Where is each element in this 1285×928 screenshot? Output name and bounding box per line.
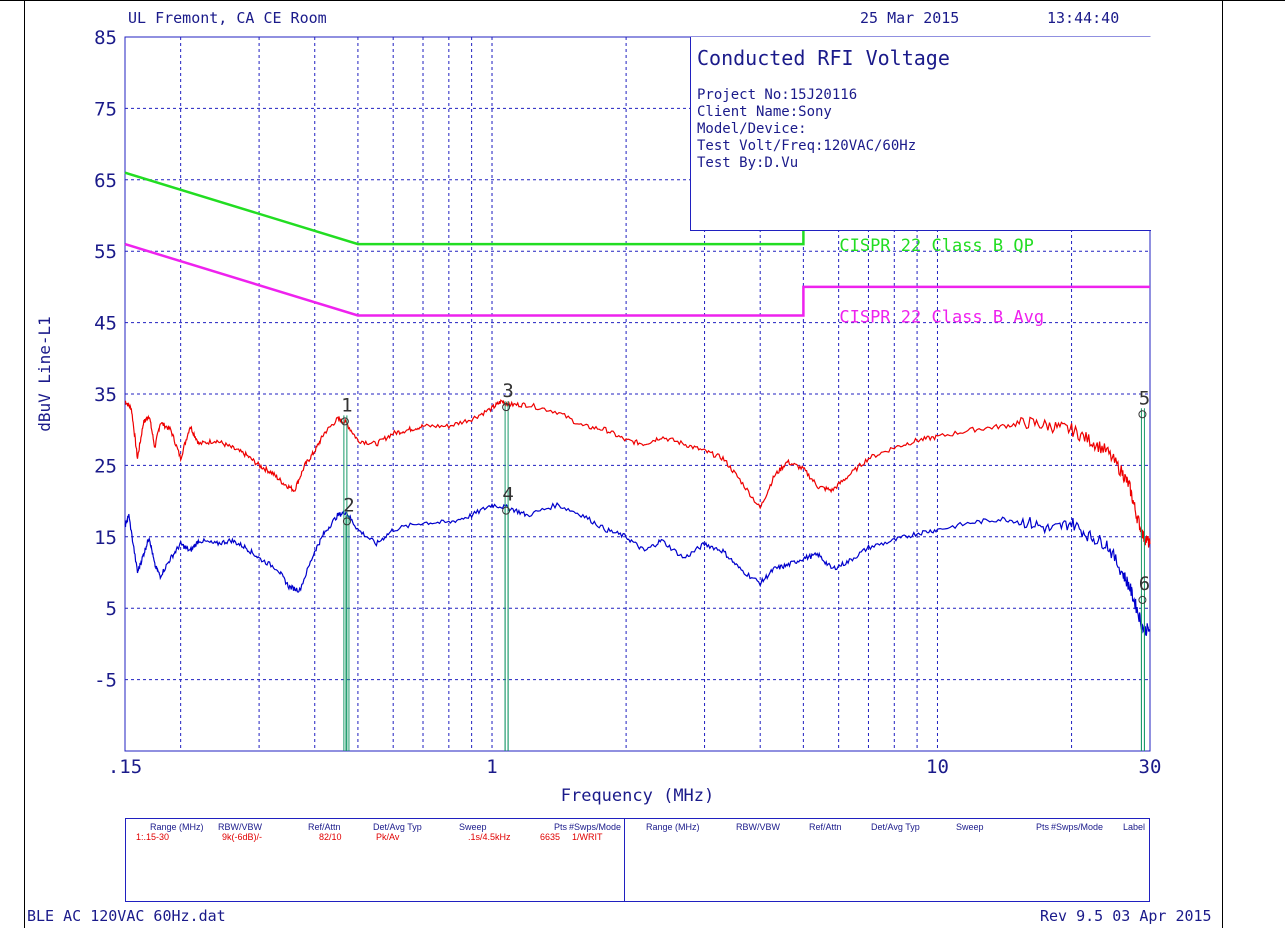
y-tick-label: 65 [94,170,117,192]
x-tick-label: 30 [1139,756,1162,778]
table-cell: 9k(-6dB)/- [222,832,263,842]
table-header: Sweep [956,822,984,832]
y-tick-label: 55 [94,241,117,263]
table-header: Ref/Attn [809,822,842,832]
x-tick-label: 10 [926,756,949,778]
marker-label: 3 [502,380,513,402]
info-title: Conducted RFI Voltage [697,46,950,70]
left-border [24,0,25,928]
marker-label: 5 [1139,387,1150,409]
table-header: Ref/Attn [308,822,341,832]
filename-label: BLE AC 120VAC 60Hz.dat [27,907,226,925]
marker-symbol [1138,410,1147,419]
y-tick-label: 25 [94,455,117,477]
marker-label: 1 [341,394,352,416]
info-line: Test Volt/Freq:120VAC/60Hz [697,138,917,154]
table-header: Range (MHz) [646,822,700,832]
table-header: Det/Avg Typ [871,822,920,832]
info-line: Model/Device: [697,121,807,137]
marker-symbol [502,506,511,515]
table-cell: Pk/Av [376,832,400,842]
table-header: Det/Avg Typ [373,822,422,832]
table-cell: 1:.15-30 [136,832,170,842]
table-header: #Swps/Mode [569,822,622,832]
table-header: RBW/VBW [736,822,780,832]
y-tick-label: 45 [94,313,117,335]
marker-symbol [1138,595,1147,604]
table-divider [624,819,625,901]
settings-table: Range (MHz) RBW/VBW Ref/Attn Det/Avg Typ… [125,818,1150,902]
marker-symbol [502,403,511,412]
marker-symbol [340,417,349,426]
marker-label: 2 [343,494,354,516]
y-tick-label: 5 [106,598,117,620]
table-header: Pts [554,822,568,832]
table-cell: 82/10 [319,832,342,842]
date-label: 25 Mar 2015 [860,9,960,27]
qp-limit-label: CISPR 22 Class B QP [839,236,1033,256]
table-header: Pts [1036,822,1050,832]
marker-label: 4 [502,484,513,506]
average-trace [124,501,1151,636]
table-header: Label [1123,822,1146,832]
table-cell: 6635 [540,832,561,842]
peak-trace [124,399,1151,548]
x-tick-label: 1 [486,756,497,778]
y-tick-label: -5 [94,670,117,692]
avg-limit-line [124,242,1150,317]
table-cell: .1s/4.5kHz [468,832,511,842]
marker-symbol [342,517,351,526]
x-axis-label: Frequency (MHz) [561,786,715,806]
marker-label: 6 [1139,573,1150,595]
y-tick-label: 85 [94,27,117,49]
info-line: Client Name:Sony [697,104,832,120]
y-tick-label: 35 [94,384,117,406]
avg-limit-label: CISPR 22 Class B Avg [839,307,1044,327]
info-line: Project No:15J20116 [697,87,858,103]
table-header: Range (MHz) [150,822,204,832]
revision-label: Rev 9.5 03 Apr 2015 [1040,907,1212,925]
x-tick-label: .15 [108,756,142,778]
info-line: Test By:D.Vu [697,155,799,171]
info-box: Conducted RFI Voltage Project No:15J2011… [690,37,1151,231]
time-label: 13:44:40 [1047,9,1120,27]
y-axis-label: dBuV Line-L1 [35,316,54,432]
table-header: RBW/VBW [218,822,262,832]
y-tick-label: 15 [94,527,117,549]
table-header: Sweep [459,822,487,832]
plot-border [124,36,1151,752]
site-label: UL Fremont, CA CE Room [128,9,327,27]
right-border [1222,0,1223,928]
table-header: #Swps/Mode [1051,822,1104,832]
table-cell: 1/WRIT [572,832,603,842]
y-tick-label: 75 [94,98,117,120]
